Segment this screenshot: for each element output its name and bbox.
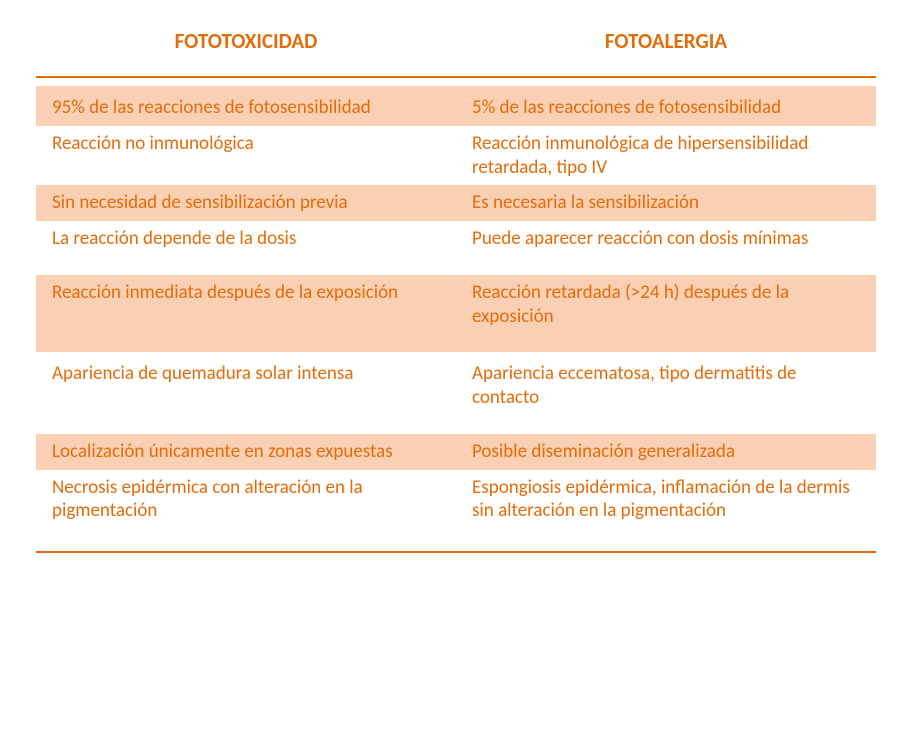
- table-row: Reacción inmediata después de la exposic…: [36, 275, 876, 353]
- cell-fototoxicidad: Reacción no inmunológica: [36, 126, 456, 186]
- cell-fotoalergia: Espongiosis epidérmica, inflamación de l…: [456, 470, 876, 530]
- table-header-row: FOTOTOXICIDAD FOTOALERGIA: [36, 8, 876, 77]
- cell-fototoxicidad: Apariencia de quemadura solar intensa: [36, 352, 456, 434]
- cell-fototoxicidad: 95% de las reacciones de fotosensibilida…: [36, 86, 456, 126]
- cell-fototoxicidad: Necrosis epidérmica con alteración en la…: [36, 470, 456, 530]
- cell-fototoxicidad: La reacción depende de la dosis: [36, 221, 456, 275]
- table-row: La reacción depende de la dosis Puede ap…: [36, 221, 876, 275]
- cell-fotoalergia: 5% de las reacciones de fotosensibilidad: [456, 86, 876, 126]
- table-row: Apariencia de quemadura solar intensa Ap…: [36, 352, 876, 434]
- table-row: Localización únicamente en zonas expuest…: [36, 434, 876, 470]
- cell-fotoalergia: Reacción inmunológica de hipersensibilid…: [456, 126, 876, 186]
- table-row: Sin necesidad de sensibilización previa …: [36, 185, 876, 221]
- cell-fotoalergia: Es necesaria la sensibilización: [456, 185, 876, 221]
- table-row: Necrosis epidérmica con alteración en la…: [36, 470, 876, 530]
- table-row: Reacción no inmunológica Reacción inmuno…: [36, 126, 876, 186]
- column-header-fototoxicidad: FOTOTOXICIDAD: [36, 8, 456, 77]
- cell-fotoalergia: Apariencia eccematosa, tipo dermatitis d…: [456, 352, 876, 434]
- comparison-table-container: FOTOTOXICIDAD FOTOALERGIA 95% de las rea…: [0, 0, 912, 731]
- cell-fototoxicidad: Sin necesidad de sensibilización previa: [36, 185, 456, 221]
- cell-fotoalergia: Reacción retardada (>24 h) después de la…: [456, 275, 876, 353]
- cell-fototoxicidad: Localización únicamente en zonas expuest…: [36, 434, 456, 470]
- cell-fotoalergia: Puede aparecer reacción con dosis mínima…: [456, 221, 876, 275]
- table-row: 95% de las reacciones de fotosensibilida…: [36, 86, 876, 126]
- column-header-fotoalergia: FOTOALERGIA: [456, 8, 876, 77]
- cell-fototoxicidad: Reacción inmediata después de la exposic…: [36, 275, 456, 353]
- cell-fotoalergia: Posible diseminación generalizada: [456, 434, 876, 470]
- comparison-table: FOTOTOXICIDAD FOTOALERGIA 95% de las rea…: [36, 8, 876, 553]
